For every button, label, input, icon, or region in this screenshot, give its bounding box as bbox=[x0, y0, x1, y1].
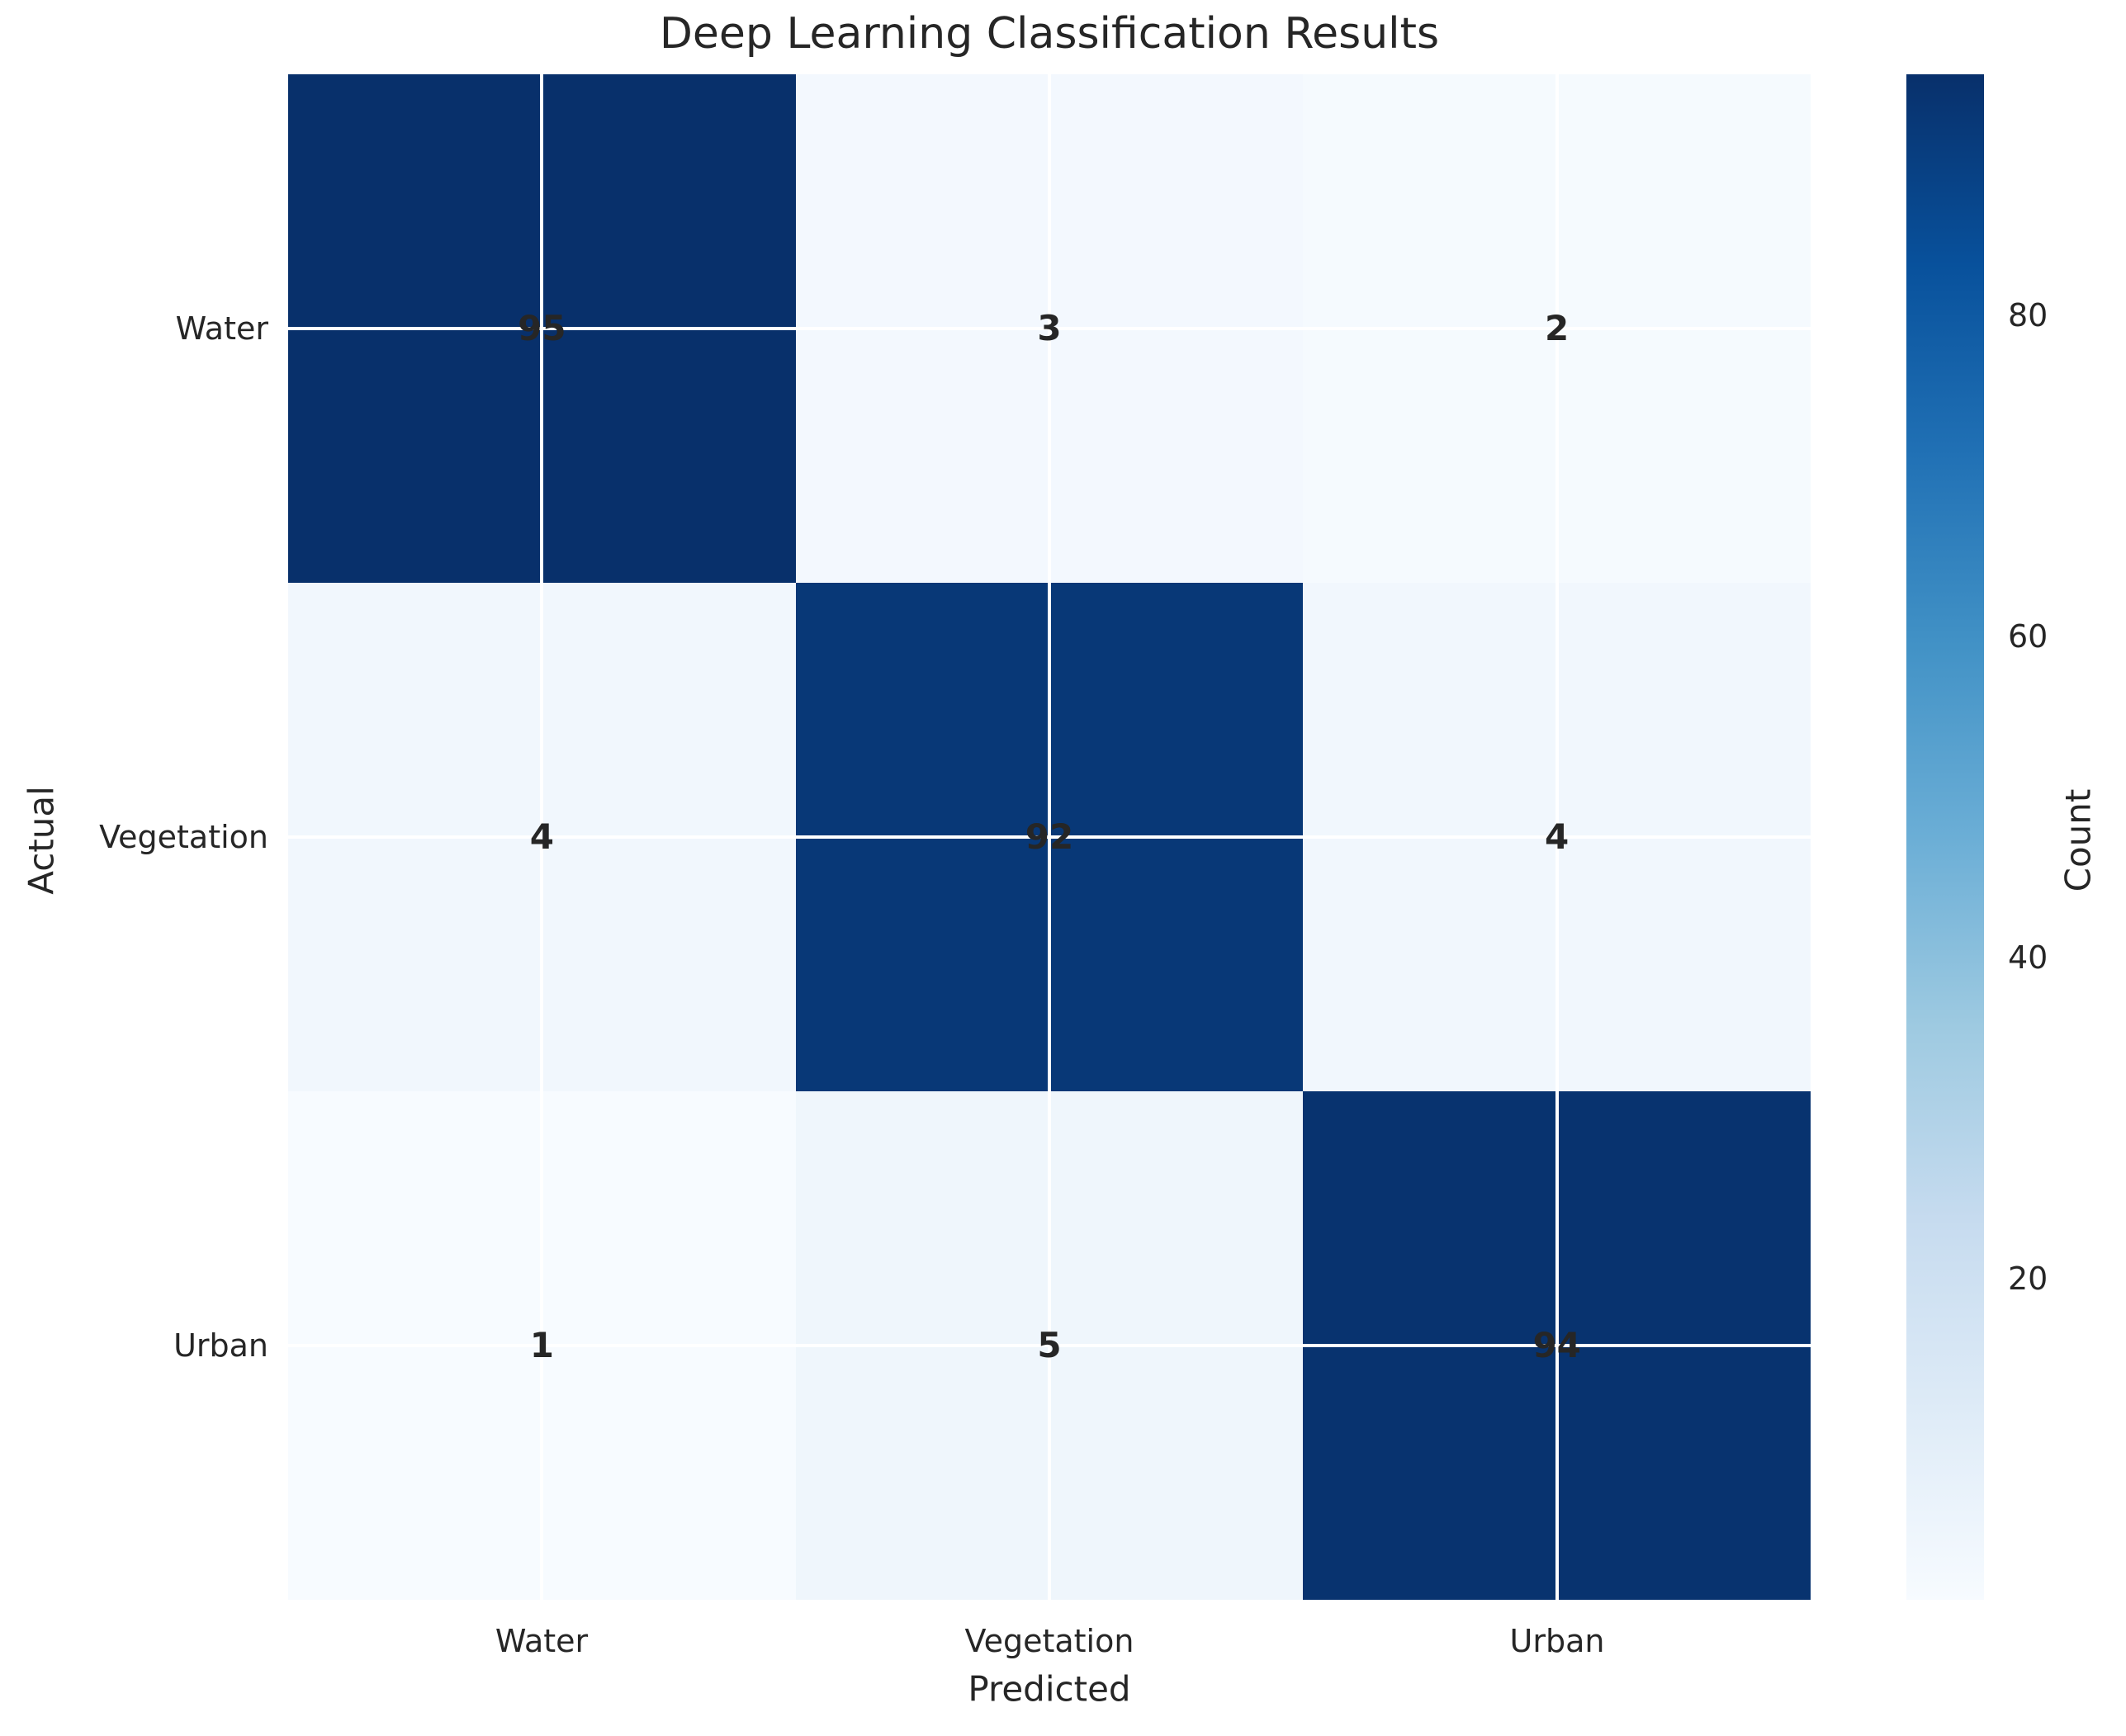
x-tick-urban: Urban bbox=[1509, 1623, 1605, 1659]
colorbar-label: Count bbox=[2057, 788, 2099, 892]
cell-value: 4 bbox=[1545, 816, 1570, 857]
x-axis-label: Predicted bbox=[968, 1668, 1131, 1710]
cell-value: 95 bbox=[518, 308, 566, 348]
cell-value: 92 bbox=[1025, 816, 1074, 857]
gridline-horizontal bbox=[288, 835, 1811, 839]
colorbar-tick-20: 20 bbox=[2008, 1261, 2048, 1297]
gridline-horizontal bbox=[288, 327, 1811, 330]
chart-title: Deep Learning Classification Results bbox=[659, 9, 1440, 59]
x-tick-water: Water bbox=[495, 1623, 589, 1659]
cell-value: 1 bbox=[529, 1325, 554, 1365]
y-tick-water: Water bbox=[175, 310, 268, 347]
colorbar-tick-40: 40 bbox=[2008, 939, 2048, 976]
cell-value: 94 bbox=[1532, 1325, 1581, 1365]
cell-value: 4 bbox=[529, 816, 554, 857]
heatmap-grid: 95 3 2 4 92 4 1 5 94 bbox=[288, 74, 1811, 1600]
y-tick-urban: Urban bbox=[173, 1327, 268, 1364]
cell-value: 2 bbox=[1545, 308, 1570, 348]
colorbar-gradient bbox=[1906, 74, 1984, 1600]
cell-value: 3 bbox=[1037, 308, 1062, 348]
colorbar-tick-80: 80 bbox=[2008, 297, 2048, 333]
colorbar-tick-60: 60 bbox=[2008, 618, 2048, 655]
gridline-horizontal bbox=[288, 1343, 1811, 1347]
x-tick-vegetation: Vegetation bbox=[964, 1623, 1134, 1659]
y-tick-vegetation: Vegetation bbox=[99, 819, 268, 855]
cell-value: 5 bbox=[1037, 1325, 1062, 1365]
